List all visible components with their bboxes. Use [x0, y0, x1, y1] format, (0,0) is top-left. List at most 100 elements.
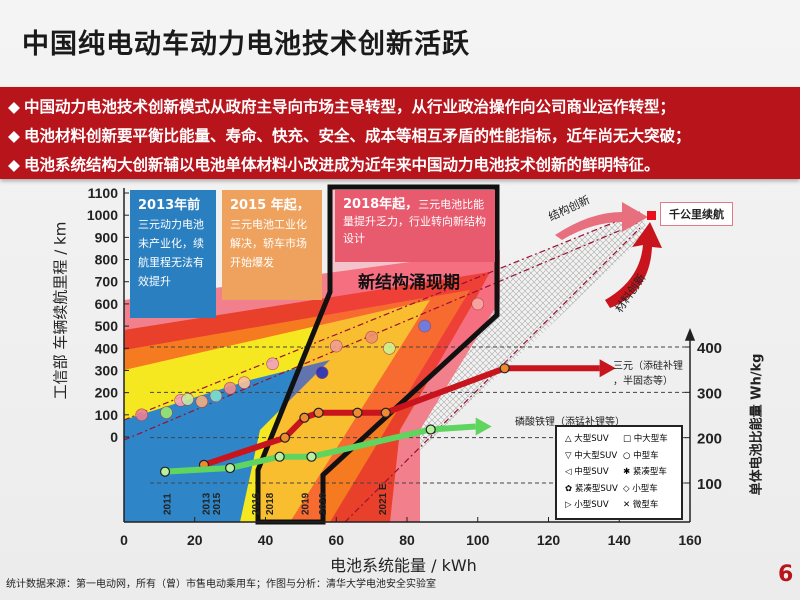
series-point [225, 462, 236, 474]
y2-axis-label: 单体电池比能量 Wh/kg [749, 353, 765, 496]
x-tick-label: 120 [537, 532, 561, 548]
legend-item: ◇ 小型车 [623, 482, 658, 494]
y-tick-label: 400 [95, 340, 119, 356]
diamond-bullet-icon: ◆ [8, 127, 20, 145]
x-tick-label: 40 [258, 532, 274, 548]
y-tick-label: 200 [95, 385, 119, 401]
legend-label: 小型SUV [574, 500, 609, 510]
y2-tick-label: 100 [697, 476, 722, 493]
phase-box-2015: 2015 年起， 三元电池工业化解决，轿车市场开始爆发 [222, 190, 322, 300]
legend-symbol-icon: ◇ [623, 483, 633, 494]
legend-label: 小型车 [632, 483, 658, 494]
y-axis-label: 工信部 车辆续航里程 / km [51, 221, 70, 400]
vehicle-point [315, 366, 329, 379]
x-tick-label: 140 [608, 532, 632, 548]
bullet-text: 中国动力电池技术创新模式从政府主导向市场主导转型，从行业政治操作向公司商业运作转… [24, 98, 676, 116]
phase-text: 三元电池比能量提升乏力，行业转向新结构设计 [343, 198, 486, 245]
x-tick-label: 20 [187, 532, 203, 548]
series-point [306, 451, 317, 462]
legend-label: 紧凑型车 [632, 467, 667, 477]
legend-item: ✕ 微型车 [623, 498, 658, 510]
y-tick-label: 700 [95, 274, 119, 290]
series-point [299, 412, 310, 423]
vehicle-point [365, 330, 378, 344]
legend-label: 中型SUV [574, 467, 609, 477]
phase-text: 三元电池工业化解决，轿车市场开始爆发 [230, 218, 307, 269]
legend-item: ▷ 小型SUV [565, 498, 609, 510]
legend-label: 紧凑型SUV [574, 483, 618, 494]
legend-symbol-icon: □ [623, 434, 634, 444]
y-tick-label: 600 [95, 296, 119, 312]
series-point [352, 407, 363, 418]
y-tick-label: 100 [95, 407, 119, 423]
y2-tick-label: 300 [697, 385, 722, 402]
dashed-guides [123, 211, 641, 523]
thousand-km-label: 千公里续航 [660, 202, 733, 226]
legend-symbol-icon: ◁ [565, 467, 575, 477]
y-tick-label: 1000 [87, 207, 118, 223]
vehicle-point [418, 319, 431, 333]
phase-box-2013: 2013年前 三元动力电池未产业化，续航里程无法有效提升 [130, 190, 216, 318]
legend-label: 大型SUV [574, 434, 609, 444]
year-label: 2018 [265, 492, 276, 515]
legend-item: △ 大型SUV [565, 432, 609, 444]
series-line [164, 423, 476, 475]
bullet-item: ◆ 电池系统结构大创新辅以电池单体材料小改进成为近年来中国动力电池技术创新的鲜明特… [8, 153, 660, 175]
vehicle-point [237, 376, 251, 389]
vehicle-point [195, 395, 209, 408]
legend-symbol-icon: ▷ [565, 500, 575, 510]
phase-heading: 2015 年起， [230, 198, 310, 213]
ncm-label-line: 三元（添硅补锂 [613, 361, 683, 372]
series-point [274, 451, 285, 462]
bullet-text: 电池系统结构大创新辅以电池单体材料小改进成为近年来中国动力电池技术创新的鲜明特征… [24, 156, 660, 174]
legend-item: ○ 中型车 [623, 449, 659, 461]
phase-heading: 2018年起， [343, 197, 419, 212]
new-structure-highlight [258, 187, 497, 522]
diamond-bullet-icon: ◆ [8, 98, 20, 116]
phase-heading: 2013年前 [138, 198, 201, 213]
vehicle-point [223, 381, 237, 395]
year-label: 2011 [162, 493, 173, 515]
phase-box-2018: 2018年起，三元电池比能量提升乏力，行业转向新结构设计 [335, 190, 495, 262]
bullet-text: 电池材料创新要平衡比能量、寿命、快充、安全、成本等相互矛盾的性能指标，近年尚无大… [24, 127, 691, 145]
legend-item: ◁ 中型SUV [565, 465, 609, 477]
x-tick-label: 80 [399, 532, 415, 548]
year-label: 2020 [318, 492, 329, 515]
vehicle-point [266, 357, 279, 371]
legend-item: ✿ 紧凑型SUV [565, 482, 618, 494]
series-point [159, 466, 171, 477]
x-tick-label: 0 [120, 532, 128, 548]
vehicle-point [471, 297, 485, 311]
legend-item: ✱ 紧凑型车 [623, 465, 667, 477]
page-title: 中国纯电动车动力电池技术创新活跃 [22, 29, 470, 60]
series-point [380, 407, 391, 418]
series-arrowhead [475, 417, 492, 436]
vehicle-point [329, 339, 343, 353]
legend-label: 中大型车 [633, 434, 668, 444]
legend-symbol-icon: △ [565, 434, 575, 444]
y-tick-label: 0 [110, 429, 118, 445]
year-label: 2015 [212, 492, 223, 515]
legend-symbol-icon: ○ [623, 450, 634, 461]
bullet-item: ◆ 电池材料创新要平衡比能量、寿命、快充、安全、成本等相互矛盾的性能指标，近年尚无… [8, 124, 691, 146]
ncm-label: 三元（添硅补锂 ，半固态等） [613, 357, 683, 387]
y2-tick-label: 200 [697, 431, 722, 448]
ncm-label-line: ，半固态等） [613, 376, 673, 387]
x-tick-label: 160 [678, 532, 702, 548]
background-zones [124, 187, 648, 522]
legend-label: 中大型SUV [574, 450, 618, 461]
y-tick-label: 900 [95, 229, 119, 245]
innovation-arrows [555, 202, 662, 308]
vehicle-point [181, 392, 194, 406]
new-structure-label: 新结构涌现期 [358, 273, 460, 293]
diamond-bullet-icon: ◆ [8, 156, 20, 174]
legend-symbol-icon: ✿ [565, 483, 575, 494]
vehicle-point [160, 406, 173, 419]
source-footnote: 统计数据来源：第一电动网，所有（曾）市售电动乘用车；作图与分析：清华大学电池安全… [6, 579, 436, 590]
vehicle-point [209, 389, 223, 403]
x-tick-label: 100 [466, 532, 490, 548]
blue-zone [124, 360, 330, 522]
structure-innovation-arrow [555, 202, 648, 240]
summary-band: ◆ 中国动力电池技术创新模式从政府主导向市场主导转型，从行业政治操作向公司商业运作… [0, 87, 800, 179]
y-tick-label: 800 [95, 252, 119, 268]
